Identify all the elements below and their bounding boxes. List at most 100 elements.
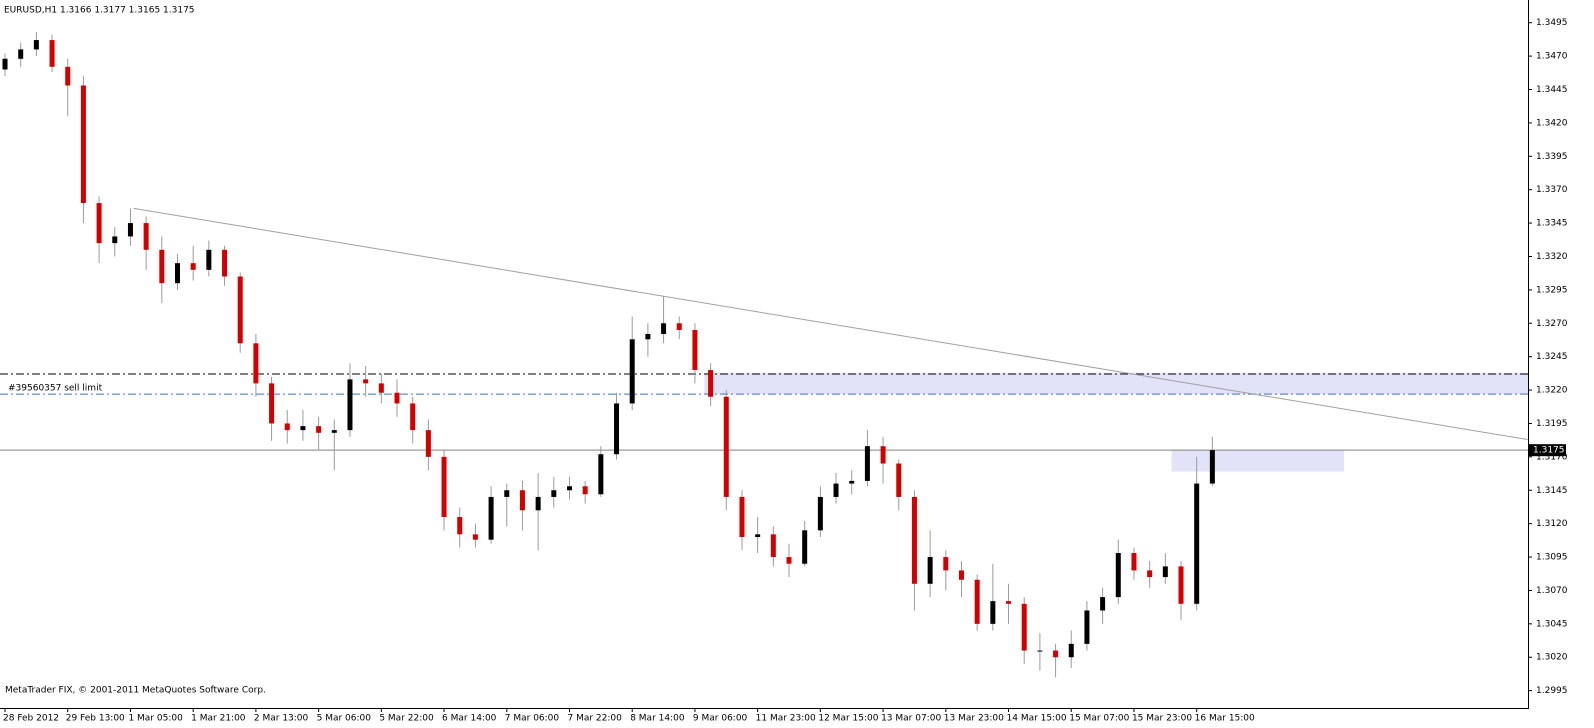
candle-body bbox=[222, 249, 228, 277]
x-tick-label: 11 Mar 23:00 bbox=[756, 714, 816, 724]
x-tick-label: 15 Mar 23:00 bbox=[1132, 714, 1192, 724]
y-tick-label: 1.3095 bbox=[1536, 553, 1568, 563]
x-tick-label: 13 Mar 23:00 bbox=[944, 714, 1004, 724]
level-label: #39560357 sell limit bbox=[8, 384, 103, 394]
candle-body bbox=[1037, 650, 1043, 652]
candle-body bbox=[1147, 570, 1153, 578]
candle-body bbox=[817, 496, 823, 531]
y-tick-label: 1.3295 bbox=[1536, 285, 1568, 295]
candle-body bbox=[316, 426, 322, 433]
x-tick-label: 9 Mar 06:00 bbox=[693, 714, 748, 724]
zone bbox=[1171, 450, 1345, 472]
x-tick-label: 5 Mar 06:00 bbox=[317, 714, 372, 724]
x-tick-label: 12 Mar 15:00 bbox=[818, 714, 878, 724]
candle-body bbox=[645, 333, 651, 340]
x-tick-label: 13 Mar 07:00 bbox=[881, 714, 941, 724]
candle-body bbox=[80, 85, 86, 204]
candle-body bbox=[363, 379, 369, 384]
price-label: 1.3175 bbox=[1533, 446, 1565, 456]
x-tick-label: 1 Mar 05:00 bbox=[128, 714, 183, 724]
candle-body bbox=[1131, 553, 1137, 571]
candle-body bbox=[1084, 610, 1090, 644]
candle-body bbox=[614, 403, 620, 455]
candle-body bbox=[2, 58, 8, 70]
candle-body bbox=[833, 483, 839, 497]
y-tick-label: 1.3220 bbox=[1536, 386, 1568, 396]
candle-body bbox=[33, 40, 39, 50]
candle-body bbox=[269, 383, 275, 424]
candle-body bbox=[127, 223, 133, 237]
y-tick-label: 1.3270 bbox=[1536, 319, 1568, 329]
candle-body bbox=[18, 49, 24, 59]
candle-body bbox=[206, 249, 212, 270]
candle-body bbox=[582, 486, 588, 495]
candle-body bbox=[347, 379, 353, 431]
y-tick-label: 1.3420 bbox=[1536, 118, 1568, 128]
candle-body bbox=[96, 203, 102, 244]
candle-body bbox=[880, 446, 886, 464]
y-tick-label: 1.3020 bbox=[1536, 653, 1568, 663]
candle-body bbox=[661, 323, 667, 334]
candle-body bbox=[849, 480, 855, 484]
candle-body bbox=[943, 557, 949, 571]
candle-body bbox=[1162, 566, 1168, 578]
candle-body bbox=[49, 40, 55, 67]
candle-body bbox=[990, 601, 996, 624]
y-tick-label: 1.3045 bbox=[1536, 619, 1568, 629]
candle-body bbox=[708, 370, 714, 397]
candle-body bbox=[504, 490, 510, 497]
y-tick-label: 1.3345 bbox=[1536, 219, 1568, 229]
y-tick-label: 1.3120 bbox=[1536, 519, 1568, 529]
candle-body bbox=[927, 557, 933, 584]
y-tick-label: 1.3445 bbox=[1536, 85, 1568, 95]
candle-body bbox=[472, 534, 478, 540]
candle-body bbox=[911, 496, 917, 584]
candle-body bbox=[410, 403, 416, 431]
candle-body bbox=[425, 430, 431, 457]
x-tick-label: 2 Mar 13:00 bbox=[254, 714, 309, 724]
candle-body bbox=[802, 530, 808, 564]
candle-body bbox=[958, 570, 964, 580]
candle-body bbox=[1068, 643, 1074, 658]
x-tick-label: 15 Mar 07:00 bbox=[1069, 714, 1129, 724]
zone bbox=[704, 372, 1528, 395]
y-tick-label: 1.3370 bbox=[1536, 185, 1568, 195]
candle-body bbox=[441, 456, 447, 517]
footer: MetaTrader FIX, © 2001-2011 MetaQuotes S… bbox=[5, 686, 266, 696]
y-tick-label: 1.3495 bbox=[1536, 18, 1568, 28]
candle-body bbox=[566, 486, 572, 491]
y-tick-label: 1.3395 bbox=[1536, 152, 1568, 162]
candle-body bbox=[112, 236, 118, 244]
candle-body bbox=[253, 343, 259, 384]
candle-body bbox=[1100, 597, 1106, 611]
candle-body bbox=[394, 392, 400, 404]
candle-body bbox=[237, 276, 243, 344]
candle-body bbox=[488, 496, 494, 540]
candle-body bbox=[896, 463, 902, 497]
candle-body bbox=[551, 490, 557, 497]
candle-body bbox=[1115, 553, 1121, 598]
candle-body bbox=[300, 426, 306, 431]
candle-body bbox=[535, 496, 541, 511]
price-label-bg bbox=[1529, 444, 1566, 457]
candle-body bbox=[864, 446, 870, 481]
candle-body bbox=[770, 534, 776, 558]
candle-body bbox=[378, 383, 384, 393]
x-tick-label: 16 Mar 15:00 bbox=[1195, 714, 1255, 724]
x-tick-label: 29 Feb 13:00 bbox=[66, 714, 125, 724]
candle-body bbox=[159, 249, 165, 284]
candle-body bbox=[755, 534, 761, 538]
x-tick-label: 5 Mar 22:00 bbox=[379, 714, 434, 724]
candle-body bbox=[974, 579, 980, 624]
candle-body bbox=[723, 396, 729, 497]
candle-body bbox=[331, 430, 337, 433]
x-tick-label: 7 Mar 06:00 bbox=[505, 714, 560, 724]
x-tick-label: 1 Mar 21:00 bbox=[191, 714, 246, 724]
candle-body bbox=[598, 454, 604, 495]
x-tick-label: 6 Mar 14:00 bbox=[442, 714, 497, 724]
candle-body bbox=[1178, 566, 1184, 604]
candle-body bbox=[174, 263, 180, 284]
candle-body bbox=[739, 496, 745, 538]
